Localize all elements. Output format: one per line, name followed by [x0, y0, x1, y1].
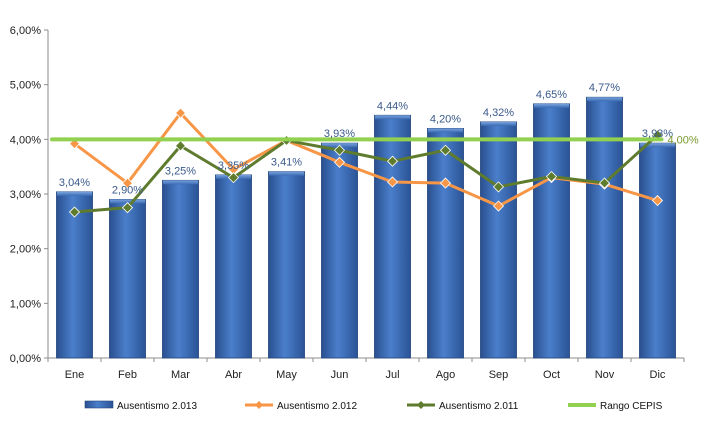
y-tick-label: 2,00%	[10, 244, 41, 256]
series-marker	[333, 144, 346, 156]
legend-label: Ausentismo 2.012	[277, 401, 357, 412]
bar	[639, 142, 676, 359]
series-end-label: 4,00%	[668, 134, 699, 146]
x-tick-label: Nov	[595, 369, 615, 381]
series-marker	[386, 176, 399, 188]
bar-data-label: 3,25%	[165, 165, 196, 177]
bar-data-label: 3,41%	[271, 157, 302, 169]
legend-label: Ausentismo 2.011	[439, 401, 519, 412]
series-marker	[68, 206, 81, 218]
x-tick-label: Jun	[331, 369, 349, 381]
bar-data-label: 4,20%	[430, 113, 461, 125]
bar	[109, 199, 146, 359]
bar	[56, 191, 93, 359]
series-marker	[121, 202, 134, 214]
bar-data-label: 4,44%	[377, 100, 408, 112]
bar	[162, 179, 199, 359]
series-marker	[598, 177, 611, 189]
x-tick-label: Ene	[65, 369, 85, 381]
x-tick-label: Abr	[225, 369, 242, 381]
x-tick-label: Sep	[489, 369, 509, 381]
x-tick-label: May	[276, 369, 297, 381]
bars-layer	[56, 96, 676, 359]
legend: Ausentismo 2.013 Ausentismo 2.012 Ausentis…	[84, 400, 663, 412]
series-marker	[174, 107, 187, 119]
series-marker	[386, 155, 399, 167]
x-tick-label: Feb	[118, 369, 137, 381]
y-tick-label: 4,00%	[10, 134, 41, 146]
legend-swatch	[84, 400, 114, 409]
y-tick-label: 6,00%	[10, 25, 41, 37]
bar-highlight	[427, 128, 464, 133]
y-tick-label: 1,00%	[10, 298, 41, 310]
legend-label: Rango CEPIS	[600, 401, 663, 412]
bar-highlight	[480, 121, 517, 126]
x-tick-label: Jul	[385, 369, 399, 381]
bar-data-label: 4,32%	[483, 107, 514, 119]
y-tick-label: 0,00%	[10, 353, 41, 365]
x-tick-label: Oct	[543, 369, 560, 381]
series-line	[73, 133, 659, 214]
y-tick-label: 5,00%	[10, 80, 41, 92]
bar	[374, 114, 411, 359]
y-tick-label: 3,00%	[10, 189, 41, 201]
bar-data-label: 3,93%	[324, 128, 355, 140]
series-marker	[439, 144, 452, 156]
bar-data-label: 3,35%	[218, 160, 249, 172]
axes-layer: 0,00% 1,00% 2,00% 3,00% 4,00% 5,00% 6,00% Ene Fe…	[10, 25, 685, 381]
series-marker	[174, 140, 187, 152]
series-marker	[227, 172, 240, 184]
bar-highlight	[162, 180, 199, 185]
bar-data-label: 4,65%	[536, 89, 567, 101]
bar	[215, 174, 252, 359]
legend-label: Ausentismo 2.013	[117, 401, 197, 412]
bar	[427, 127, 464, 359]
series-marker	[651, 194, 664, 207]
x-tick-label: Ago	[436, 369, 456, 381]
series-marker	[545, 170, 558, 183]
bar-highlight	[56, 191, 93, 196]
bar-data-label: 4,77%	[589, 82, 620, 94]
bar-highlight	[533, 103, 570, 108]
bar-highlight	[639, 143, 676, 148]
bar-data-label: 2,90%	[112, 184, 143, 196]
bar-highlight	[374, 115, 411, 120]
bar-highlight	[109, 199, 146, 204]
series-marker	[121, 177, 134, 189]
data-labels-layer: 3,04% 2,90% 3,25% 3,35% 3,41% 3,93% 4,44% 4,20%…	[59, 82, 699, 196]
bar	[268, 171, 305, 359]
series-marker	[439, 177, 452, 189]
bar-highlight	[268, 171, 305, 176]
legend-marker	[255, 401, 263, 409]
bar-highlight	[586, 97, 623, 102]
series-marker	[333, 156, 346, 168]
bar	[533, 103, 570, 359]
x-tick-label: Dic	[650, 369, 666, 381]
bar-data-label: 3,93%	[642, 128, 673, 140]
bar	[586, 96, 623, 359]
series-marker	[492, 200, 505, 212]
legend-marker	[417, 401, 425, 409]
series-line	[73, 111, 659, 208]
bar	[321, 142, 358, 359]
x-tick-label: Mar	[171, 369, 190, 381]
bar-data-label: 3,04%	[59, 177, 90, 189]
lines-layer	[50, 107, 664, 218]
bar	[480, 121, 517, 359]
series-marker	[492, 181, 505, 193]
